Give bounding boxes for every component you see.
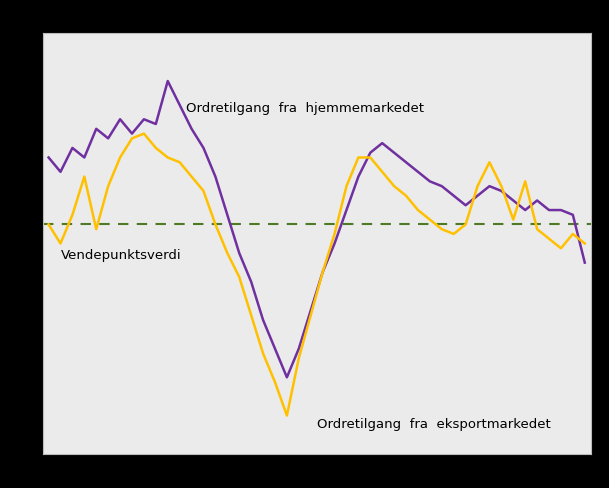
Text: Ordretilgang  fra  hjemmemarkedet: Ordretilgang fra hjemmemarkedet <box>186 102 424 115</box>
Text: Vendepunktsverdi: Vendepunktsverdi <box>60 249 181 262</box>
Text: Ordretilgang  fra  eksportmarkedet: Ordretilgang fra eksportmarkedet <box>317 417 551 430</box>
